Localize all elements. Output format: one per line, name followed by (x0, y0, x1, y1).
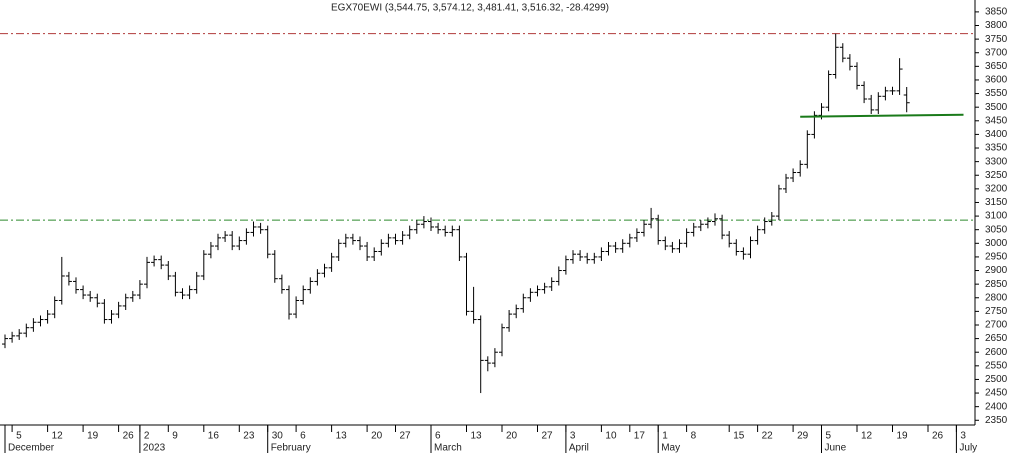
y-tick-label: 2800 (985, 292, 1008, 303)
x-tick-label: 30 (272, 431, 284, 442)
x-tick-label: 26 (932, 431, 944, 442)
x-tick-label: 13 (336, 431, 348, 442)
x-tick-label: 1 (662, 431, 668, 442)
month-label: February (271, 443, 311, 453)
x-tick-label: 5 (826, 431, 832, 442)
y-tick-label: 3250 (985, 170, 1008, 181)
y-tick-label: 2500 (985, 374, 1008, 385)
y-tick-label: 2700 (985, 320, 1008, 331)
x-tick-label: 8 (691, 431, 697, 442)
y-tick-label: 3600 (985, 75, 1008, 86)
x-tick-label: 6 (435, 431, 441, 442)
y-tick-label: 2400 (985, 401, 1008, 412)
month-label: December (8, 443, 55, 453)
y-tick-label: 3050 (985, 224, 1008, 235)
y-tick-label: 3800 (985, 20, 1008, 31)
x-tick-label: 19 (87, 431, 99, 442)
y-tick-label: 3350 (985, 143, 1008, 154)
x-tick-label: 15 (733, 431, 745, 442)
y-tick-label: 2450 (985, 388, 1008, 399)
x-tick-label: 3 (960, 431, 966, 442)
x-tick-label: 29 (797, 431, 809, 442)
x-tick-label: 9 (172, 431, 178, 442)
x-tick-label: 3 (570, 431, 576, 442)
x-tick-label: 23 (243, 431, 255, 442)
y-tick-label: 2900 (985, 265, 1008, 276)
y-tick-label: 2650 (985, 333, 1008, 344)
x-tick-label: 20 (506, 431, 518, 442)
x-tick-label: 17 (634, 431, 646, 442)
month-label: July (959, 443, 977, 453)
y-tick-label: 3300 (985, 156, 1008, 167)
x-tick-label: 20 (371, 431, 383, 442)
chart-title: EGX70EWI (3,544.75, 3,574.12, 3,481.41, … (331, 3, 609, 14)
x-tick-label: 6 (300, 431, 306, 442)
y-tick-label: 3700 (985, 47, 1008, 58)
x-tick-label: 22 (762, 431, 774, 442)
month-label: March (434, 443, 462, 453)
x-tick-label: 12 (861, 431, 873, 442)
month-label: June (825, 443, 847, 453)
y-tick-label: 3500 (985, 102, 1008, 113)
y-tick-label: 3750 (985, 34, 1008, 45)
y-tick-label: 2550 (985, 360, 1008, 371)
x-tick-label: 10 (605, 431, 617, 442)
y-tick-label: 2750 (985, 306, 1008, 317)
month-label: 2023 (143, 443, 166, 453)
month-label: April (569, 443, 589, 453)
y-tick-label: 3400 (985, 129, 1008, 140)
x-tick-label: 27 (542, 431, 554, 442)
y-tick-label: 2950 (985, 252, 1008, 263)
y-tick-label: 3650 (985, 61, 1008, 72)
x-tick-label: 13 (471, 431, 483, 442)
x-tick-label: 26 (123, 431, 135, 442)
y-tick-label: 2350 (985, 415, 1008, 426)
x-tick-label: 19 (897, 431, 909, 442)
y-tick-label: 3000 (985, 238, 1008, 249)
month-label: May (661, 443, 680, 453)
y-tick-label: 3200 (985, 183, 1008, 194)
x-tick-label: 16 (208, 431, 220, 442)
x-tick-label: 27 (400, 431, 412, 442)
y-tick-label: 3100 (985, 211, 1008, 222)
y-tick-label: 3450 (985, 115, 1008, 126)
support-line (800, 113, 964, 118)
y-tick-label: 3150 (985, 197, 1008, 208)
y-tick-label: 2850 (985, 279, 1008, 290)
x-tick-label: 2 (144, 431, 150, 442)
y-tick-label: 2600 (985, 347, 1008, 358)
x-tick-label: 12 (52, 431, 64, 442)
y-tick-label: 3850 (985, 7, 1008, 18)
y-tick-label: 3550 (985, 88, 1008, 99)
x-tick-label: 5 (16, 431, 22, 442)
